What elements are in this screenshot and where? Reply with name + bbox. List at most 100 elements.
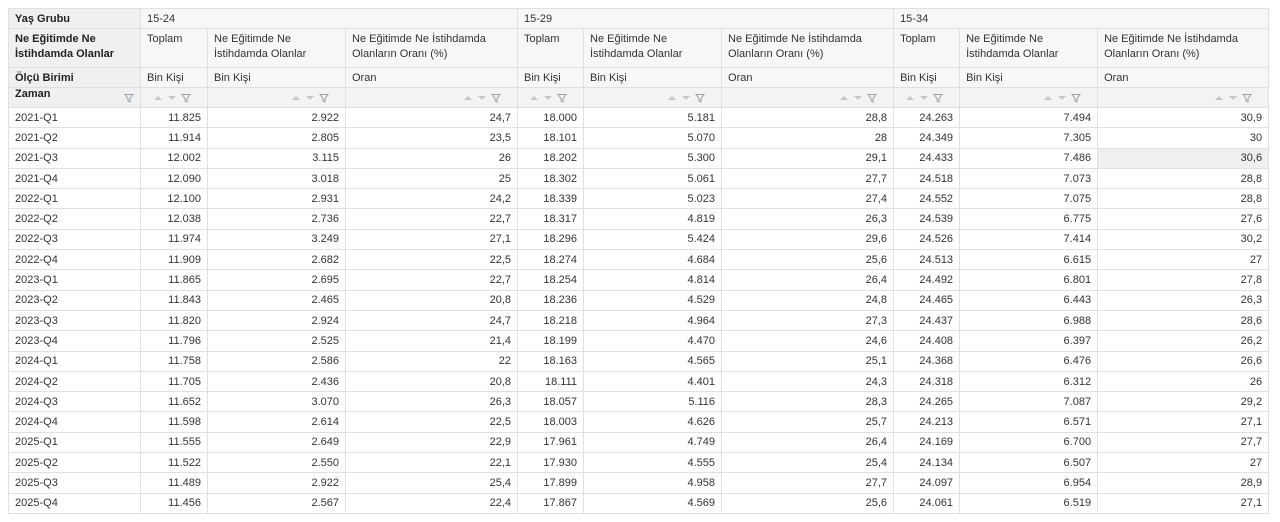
value-cell-text: 25,6: [865, 253, 888, 266]
time-cell: 2023-Q3: [8, 309, 141, 332]
filter[interactable]: [867, 93, 878, 103]
value-cell: 18.302: [517, 167, 585, 190]
value-cell-text: 6.571: [1063, 416, 1092, 429]
filter[interactable]: [491, 93, 502, 103]
sort-down[interactable]: [477, 93, 487, 103]
time-cell-text: 2022-Q2: [15, 213, 58, 226]
sort-up[interactable]: [463, 93, 473, 103]
age-group-header-text: 15-24: [147, 12, 176, 25]
value-cell-text: 29,2: [1240, 395, 1263, 408]
value-cell-text: 6.312: [1063, 375, 1092, 388]
time-cell-text: 2021-Q2: [15, 131, 58, 144]
column-controls-cell: [207, 87, 346, 108]
value-cell-text: 2.649: [311, 436, 339, 449]
value-cell-text: 18.317: [543, 213, 578, 226]
value-cell: 11.489: [140, 472, 208, 494]
value-cell: 6.312: [959, 370, 1099, 393]
sort-down[interactable]: [543, 93, 553, 103]
value-cell-text: 18.057: [543, 395, 578, 408]
time-cell: 2021-Q1: [8, 106, 141, 129]
value-cell: 11.758: [140, 350, 208, 372]
value-cell: 6.775: [959, 208, 1099, 230]
filter[interactable]: [695, 93, 706, 103]
value-cell: 22,7: [344, 269, 519, 291]
value-cell: 18.111: [517, 370, 585, 393]
value-cell-text: 4.626: [687, 416, 716, 429]
value-cell: 11.456: [140, 492, 208, 514]
unit-header-text: Oran: [352, 71, 377, 84]
value-cell-text: 24.318: [919, 375, 954, 388]
value-cell-text: 24.539: [919, 213, 954, 226]
data-row: 2022-Q3 11.974 3.249 27,1 18.296 5.424 29,6 24.…: [8, 228, 1270, 251]
data-row: 2023-Q4 11.796 2.525 21,4 18.199 4.470 24,6 24.…: [8, 330, 1270, 352]
sort-down[interactable]: [305, 93, 315, 103]
filter[interactable]: [933, 93, 944, 103]
value-cell: 26,2: [1097, 330, 1270, 352]
value-cell-text: 18.199: [543, 334, 578, 347]
value-cell: 28,8: [1097, 167, 1270, 190]
value-cell-text: 4.529: [687, 294, 716, 307]
data-row: 2025-Q2 11.522 2.550 22,1 17.930 4.555 25,4 24.…: [8, 452, 1270, 474]
sort-up[interactable]: [1214, 93, 1224, 103]
sort-up[interactable]: [291, 93, 301, 103]
value-cell: 28,8: [721, 106, 895, 129]
value-cell-text: 20,8: [489, 375, 512, 388]
value-cell-text: 22,5: [489, 416, 512, 429]
table-container: Yaş Grubu 15-24 15-29 15-34 Ne Eğitimde Ne İ…: [8, 8, 1270, 514]
sort-up[interactable]: [839, 93, 849, 103]
value-cell: 5.116: [583, 391, 723, 413]
filter[interactable]: [557, 93, 568, 103]
filter[interactable]: [181, 93, 191, 103]
sort-up[interactable]: [667, 93, 677, 103]
time-cell-text: 2025-Q3: [15, 476, 58, 489]
value-cell-text: 11.598: [168, 416, 201, 429]
value-cell: 4.958: [583, 472, 723, 494]
sort-up[interactable]: [905, 93, 915, 103]
sort-down[interactable]: [853, 93, 863, 103]
value-cell: 30: [1097, 127, 1270, 149]
filter[interactable]: [1071, 93, 1082, 103]
sort-down[interactable]: [167, 93, 177, 103]
value-cell: 18.057: [517, 391, 585, 413]
value-cell: 27,7: [1097, 431, 1270, 454]
sort-down[interactable]: [681, 93, 691, 103]
time-cell-text: 2024-Q2: [15, 375, 58, 388]
value-cell-text: 22,9: [489, 436, 512, 449]
time-cell-text: 2022-Q3: [15, 233, 58, 246]
value-cell-text: 11.865: [168, 274, 201, 287]
value-cell: 24,7: [344, 309, 519, 332]
value-cell-text: 26: [498, 152, 512, 165]
value-cell-text: 2.736: [311, 213, 339, 226]
filter[interactable]: [124, 93, 134, 103]
filter[interactable]: [1242, 93, 1253, 103]
value-cell: 21,4: [344, 330, 519, 352]
indicator-header-text: Ne Eğitimde Ne İstihdamda Olanların Oran…: [1104, 33, 1238, 60]
data-table: Yaş Grubu 15-24 15-29 15-34 Ne Eğitimde Ne İ…: [8, 8, 1270, 514]
value-cell-text: 2.922: [311, 476, 339, 489]
unit-header-text: Bin Kişi: [966, 71, 1003, 84]
time-cell: 2023-Q1: [8, 269, 141, 291]
value-cell-text: 18.296: [543, 233, 578, 246]
value-cell: 27,3: [721, 309, 895, 332]
value-cell-text: 24.552: [919, 192, 954, 205]
indicator-header-text: Ne Eğitimde Ne İstihdamda Olanların Oran…: [352, 33, 486, 60]
value-cell: 2.922: [207, 106, 346, 129]
value-cell-text: 27,1: [1240, 416, 1263, 429]
time-cell: 2021-Q3: [8, 147, 141, 169]
value-cell-text: 7.494: [1063, 111, 1092, 124]
sort-down[interactable]: [919, 93, 929, 103]
sort-down[interactable]: [1057, 93, 1067, 103]
sort-down[interactable]: [1228, 93, 1238, 103]
sort-up[interactable]: [529, 93, 539, 103]
value-cell: 24.465: [893, 289, 961, 311]
value-cell-text: 24,8: [865, 294, 888, 307]
filter[interactable]: [319, 93, 329, 103]
unit-header-text: Bin Kişi: [147, 71, 184, 84]
sort-up[interactable]: [153, 93, 163, 103]
value-cell-text: 27: [1249, 456, 1263, 469]
sort-up[interactable]: [1043, 93, 1053, 103]
column-controls: [124, 89, 134, 107]
value-cell: 24.492: [893, 269, 961, 291]
indicator-header-text: Ne Eğitimde Ne İstihdamda Olanların Oran…: [728, 33, 862, 60]
value-cell: 22: [344, 350, 519, 372]
